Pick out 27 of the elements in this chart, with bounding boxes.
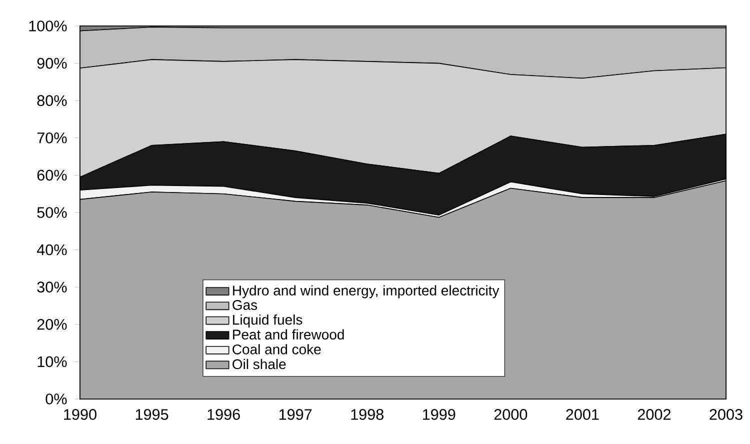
legend-label: Peat and firewood bbox=[233, 329, 344, 340]
x-tick-label: 2002 bbox=[638, 409, 670, 420]
y-tick-label: 80% bbox=[37, 95, 67, 106]
y-tick-label: 50% bbox=[37, 207, 67, 218]
legend-label: Liquid fuels bbox=[233, 314, 302, 328]
x-tick-label: 2003 bbox=[710, 409, 742, 420]
y-tick-label: 40% bbox=[36, 244, 67, 256]
legend-label: Hydro and wind energy, imported electricity bbox=[233, 285, 500, 298]
x-tick-label: 2000 bbox=[494, 409, 528, 420]
y-tick-label: 10% bbox=[38, 356, 67, 368]
x-tick-label: 1995 bbox=[136, 409, 168, 420]
y-tick-label: 90% bbox=[37, 58, 67, 69]
legend-label: Oil shale bbox=[232, 358, 286, 370]
x-tick-label: 1998 bbox=[351, 409, 384, 420]
y-tick-label: 30% bbox=[37, 282, 67, 293]
x-tick-label: 2001 bbox=[566, 409, 599, 420]
y-tick-label: 60% bbox=[37, 170, 67, 181]
legend-label: Gas bbox=[232, 300, 258, 310]
legend-label: Coal and coke bbox=[232, 344, 321, 354]
x-tick-label: 1990 bbox=[64, 409, 96, 420]
x-tick-label: 1999 bbox=[423, 409, 456, 420]
y-tick-label: 20% bbox=[37, 318, 67, 330]
y-tick-label: 100% bbox=[29, 20, 67, 32]
y-tick-label: 0% bbox=[46, 394, 67, 404]
x-tick-label: 1997 bbox=[279, 409, 312, 420]
x-tick-label: 1996 bbox=[208, 409, 240, 420]
y-tick-label: 70% bbox=[37, 132, 67, 144]
